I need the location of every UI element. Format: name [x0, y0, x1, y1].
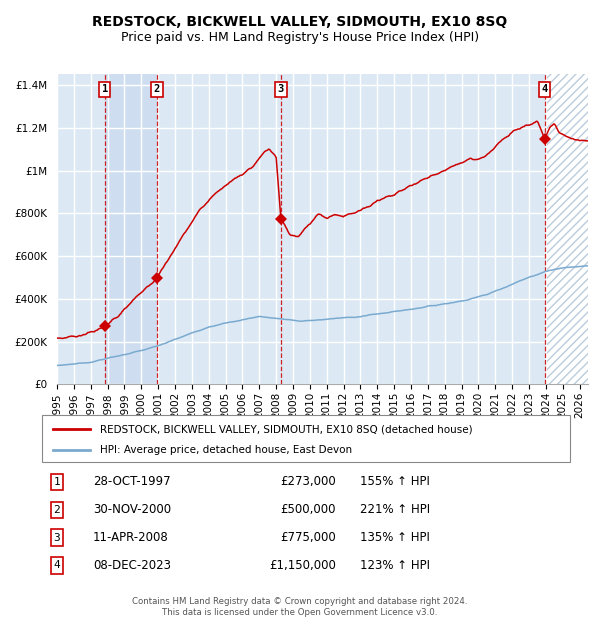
Text: £500,000: £500,000 — [281, 503, 336, 516]
Text: 3: 3 — [278, 84, 284, 94]
Text: REDSTOCK, BICKWELL VALLEY, SIDMOUTH, EX10 8SQ: REDSTOCK, BICKWELL VALLEY, SIDMOUTH, EX1… — [92, 16, 508, 30]
Text: 08-DEC-2023: 08-DEC-2023 — [93, 559, 171, 572]
Text: 123% ↑ HPI: 123% ↑ HPI — [360, 559, 430, 572]
Text: 4: 4 — [542, 84, 548, 94]
Text: Contains HM Land Registry data © Crown copyright and database right 2024.
This d: Contains HM Land Registry data © Crown c… — [132, 598, 468, 617]
Text: 1: 1 — [101, 84, 108, 94]
Text: £273,000: £273,000 — [280, 476, 336, 488]
Text: 2: 2 — [154, 84, 160, 94]
Text: £775,000: £775,000 — [280, 531, 336, 544]
Text: HPI: Average price, detached house, East Devon: HPI: Average price, detached house, East… — [100, 445, 352, 455]
Text: REDSTOCK, BICKWELL VALLEY, SIDMOUTH, EX10 8SQ (detached house): REDSTOCK, BICKWELL VALLEY, SIDMOUTH, EX1… — [100, 424, 473, 435]
Text: 28-OCT-1997: 28-OCT-1997 — [93, 476, 170, 488]
Text: 1: 1 — [53, 477, 61, 487]
Text: £1,150,000: £1,150,000 — [269, 559, 336, 572]
Text: 221% ↑ HPI: 221% ↑ HPI — [360, 503, 430, 516]
Text: 3: 3 — [53, 533, 61, 542]
Bar — [105, 74, 157, 384]
Text: 11-APR-2008: 11-APR-2008 — [93, 531, 169, 544]
Text: 30-NOV-2000: 30-NOV-2000 — [93, 503, 171, 516]
Text: Price paid vs. HM Land Registry's House Price Index (HPI): Price paid vs. HM Land Registry's House … — [121, 31, 479, 44]
Bar — [547, 74, 588, 384]
Text: 135% ↑ HPI: 135% ↑ HPI — [360, 531, 430, 544]
FancyBboxPatch shape — [42, 415, 570, 462]
Bar — [547, 74, 588, 384]
Text: 4: 4 — [53, 560, 61, 570]
Text: 155% ↑ HPI: 155% ↑ HPI — [360, 476, 430, 488]
Text: 2: 2 — [53, 505, 61, 515]
